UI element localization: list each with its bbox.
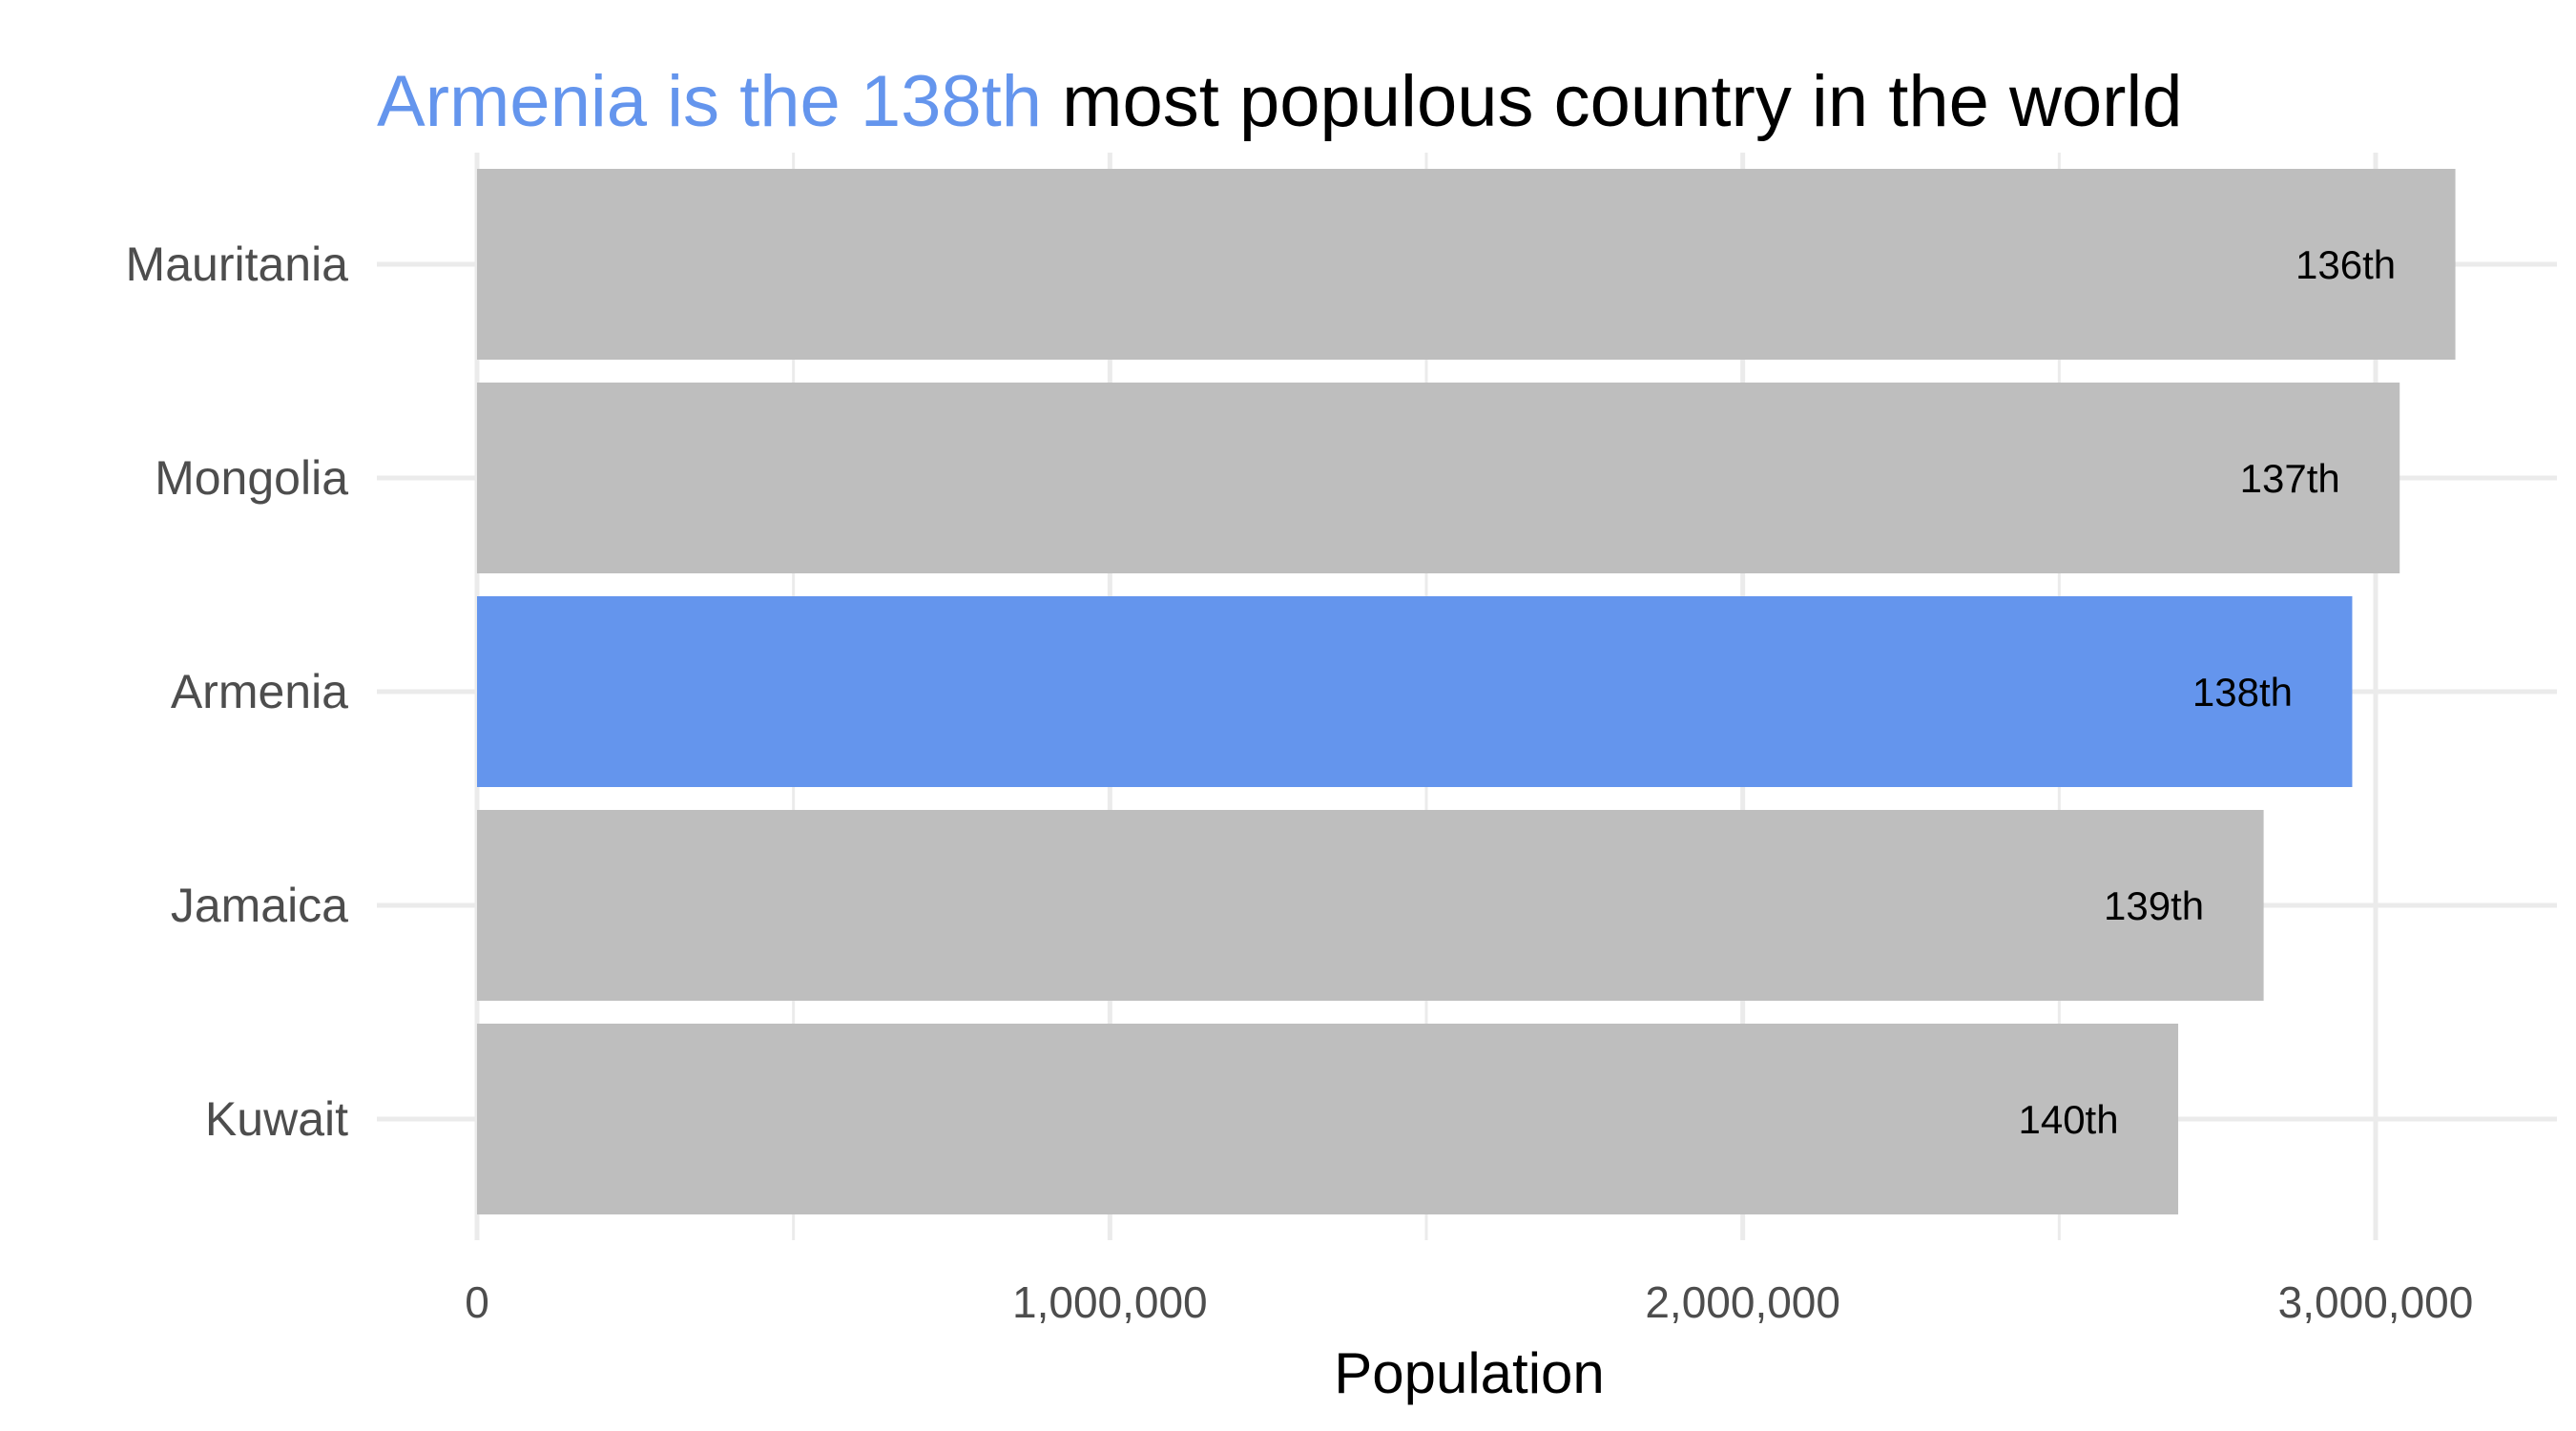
bar-rank-label: 140th xyxy=(2018,1097,2118,1142)
bar-jamaica xyxy=(477,810,2264,1001)
label-layer: 136th 137th 138th 139th 140th xyxy=(2018,242,2396,1142)
category-label: Kuwait xyxy=(205,1092,348,1146)
bar-layer xyxy=(477,169,2456,1214)
category-label: Armenia xyxy=(171,665,348,718)
x-axis-title: Population xyxy=(1334,1341,1605,1405)
bar-mongolia xyxy=(477,383,2400,573)
bar-armenia xyxy=(477,596,2353,787)
category-label: Mauritania xyxy=(126,238,349,291)
bar-rank-label: 138th xyxy=(2192,670,2293,715)
bar-mauritania xyxy=(477,169,2456,360)
bar-rank-label: 136th xyxy=(2296,242,2396,287)
category-label: Mongolia xyxy=(155,451,348,505)
chart-title: Armenia is the 138th most populous count… xyxy=(377,61,2183,142)
chart-title-highlight: Armenia is the 138th xyxy=(377,61,1042,142)
x-tick-label: 0 xyxy=(465,1277,489,1327)
bar-rank-label: 137th xyxy=(2240,456,2340,501)
x-axis-labels: 0 1,000,000 2,000,000 3,000,000 xyxy=(465,1277,2473,1327)
x-tick-label: 3,000,000 xyxy=(2278,1277,2474,1327)
category-label: Jamaica xyxy=(171,879,348,932)
bar-rank-label: 139th xyxy=(2104,883,2204,928)
chart-title-rest: most populous country in the world xyxy=(1042,61,2183,142)
y-axis-labels: Mauritania Mongolia Armenia Jamaica Kuwait xyxy=(126,238,349,1146)
x-tick-label: 1,000,000 xyxy=(1012,1277,1208,1327)
bar-kuwait xyxy=(477,1024,2179,1214)
x-tick-label: 2,000,000 xyxy=(1645,1277,1840,1327)
